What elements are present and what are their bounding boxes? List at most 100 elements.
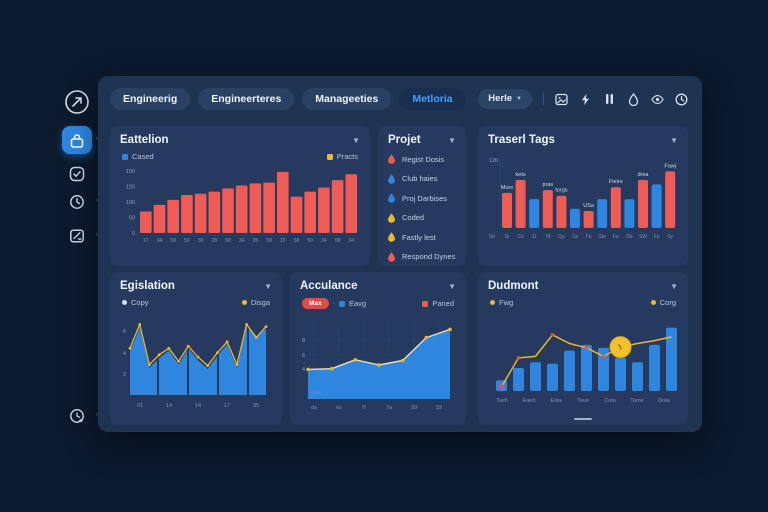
legend-swatch [241, 300, 247, 305]
svg-text:100: 100 [126, 200, 135, 206]
svg-text:17: 17 [224, 403, 230, 409]
chevron-right-icon: › [96, 412, 98, 418]
pause-icon[interactable] [603, 93, 616, 106]
sidebar-item-logo[interactable] [62, 88, 92, 116]
svg-text:01: 01 [137, 403, 143, 409]
divider [543, 93, 544, 105]
legend-swatch [490, 300, 495, 305]
svg-text:58: 58 [170, 238, 176, 244]
droplet-icon [388, 212, 395, 223]
svg-text:Cuta: Cuta [604, 398, 617, 404]
legend-label: Corg [659, 298, 676, 307]
list-item: Fastly lest [388, 232, 456, 242]
droplet-icon [388, 232, 395, 242]
svg-text:28: 28 [212, 238, 218, 244]
svg-text:35: 35 [253, 403, 259, 409]
svg-text:58: 58 [294, 238, 300, 244]
droplet-icon [388, 154, 395, 164]
panel-egislation: Egislation ▼ Copy Disga 6 4 2 01 14 14 17 35 [110, 272, 282, 425]
panel-title: Projet [388, 134, 421, 146]
edit-note-icon [70, 229, 84, 243]
chevron-down-icon[interactable]: ▼ [448, 281, 456, 291]
svg-text:17: 17 [143, 238, 149, 244]
tab-manageeties[interactable]: Manageeties [302, 88, 392, 110]
sidebar-item-clock-history[interactable]: › [62, 402, 98, 430]
panel-title: Dudmont [488, 280, 539, 292]
svg-text:8: 8 [302, 338, 305, 344]
lock-icon [70, 133, 84, 148]
sidebar-item-tasks[interactable] [62, 160, 92, 188]
flash-icon[interactable] [579, 93, 592, 106]
clock-icon[interactable] [675, 93, 688, 106]
svg-text:4: 4 [123, 351, 126, 357]
separator-dot: · [332, 300, 335, 307]
sidebar-item-notes[interactable]: › [62, 222, 98, 250]
svg-text:Mure: Mure [501, 185, 514, 191]
svg-text:Ste: Ste [598, 234, 606, 240]
svg-text:Esta: Esta [550, 398, 562, 404]
svg-text:Cp: Cp [572, 234, 579, 240]
svg-text:120: 120 [126, 185, 135, 191]
caret-down-icon: ▼ [516, 96, 522, 102]
legend: Max · Eavg Paned [290, 294, 466, 309]
svg-text:Sd: Sd [489, 234, 495, 240]
eye-icon[interactable] [651, 93, 664, 106]
tab-engineerig[interactable]: Engineerig [110, 88, 191, 110]
svg-text:Dota: Dota [658, 398, 671, 404]
image-icon[interactable] [555, 93, 568, 106]
legend: Fwg Corg [478, 294, 688, 307]
legend-label: Paned [432, 299, 454, 308]
svg-text:Sy: Sy [667, 234, 673, 240]
chevron-down-icon[interactable]: ▼ [448, 135, 456, 145]
svg-text:Cs: Cs [518, 234, 525, 240]
chevron-down-icon[interactable]: ▼ [670, 135, 678, 145]
panel-title: Egislation [120, 280, 175, 292]
svg-text:Fp: Fp [654, 234, 660, 240]
svg-text:max: max [311, 390, 322, 396]
tab-engineerteres[interactable]: Engineerteres [198, 88, 295, 110]
svg-text:Fa: Fa [586, 234, 592, 240]
clock-icon [70, 195, 84, 209]
panel-title: Acculance [300, 280, 358, 292]
chevron-down-icon[interactable]: ▼ [352, 135, 360, 145]
legend-swatch [422, 300, 429, 307]
sidebar-item-home[interactable]: › [62, 126, 98, 154]
panel-title: Eattelion [120, 134, 169, 146]
list-item-label: Club haies [402, 174, 438, 183]
svg-text:34: 34 [349, 238, 355, 244]
legend-swatch [650, 300, 656, 305]
profile-dropdown[interactable]: Herle ▼ [478, 89, 532, 109]
sidebar-item-history[interactable]: › [62, 188, 98, 216]
svg-text:Fawj: Fawj [664, 163, 676, 169]
max-badge: Max [302, 298, 329, 309]
svg-text:Tash: Tash [496, 398, 508, 404]
panel-dudmont: Dudmont ▼ Fwg Corg Tash Eaed Esta Tave Cuta T… [478, 272, 688, 425]
legend-label: Fwg [499, 298, 514, 307]
svg-text:do: do [311, 405, 317, 411]
svg-text:drea: drea [637, 172, 649, 178]
svg-text:34: 34 [157, 238, 163, 244]
list-item-label: Fastly lest [402, 232, 436, 242]
svg-text:11: 11 [532, 234, 537, 240]
dashboard-surface: Engineerig Engineerteres Manageeties Met… [98, 76, 702, 432]
legend-swatch [339, 300, 345, 307]
panel-traserl-tags: Traserl Tags ▼ 120 Sd Mure Si kets Cs 11 pras TA… [478, 126, 688, 266]
list-item-label: Respond Dynes [402, 252, 456, 261]
chevron-down-icon[interactable]: ▼ [264, 281, 272, 291]
svg-text:USa: USa [583, 203, 595, 209]
chevron-down-icon[interactable]: ▼ [670, 281, 678, 291]
legend: Cased Practs [110, 148, 370, 161]
svg-text:Fa: Fa [613, 234, 619, 240]
svg-text:15: 15 [280, 238, 286, 244]
svg-text:pras: pras [542, 182, 553, 188]
chevron-right-icon: › [96, 198, 98, 204]
svg-text:7a: 7a [386, 405, 393, 411]
logo-icon [65, 90, 89, 114]
svg-text:0: 0 [132, 231, 135, 237]
svg-text:59: 59 [436, 405, 442, 411]
legend-label: Practs [336, 152, 358, 161]
chevron-right-icon: › [96, 232, 98, 238]
drop-icon[interactable] [627, 92, 640, 106]
list-item: Coded [388, 212, 456, 223]
tab-metloria[interactable]: Metloria [399, 88, 466, 110]
